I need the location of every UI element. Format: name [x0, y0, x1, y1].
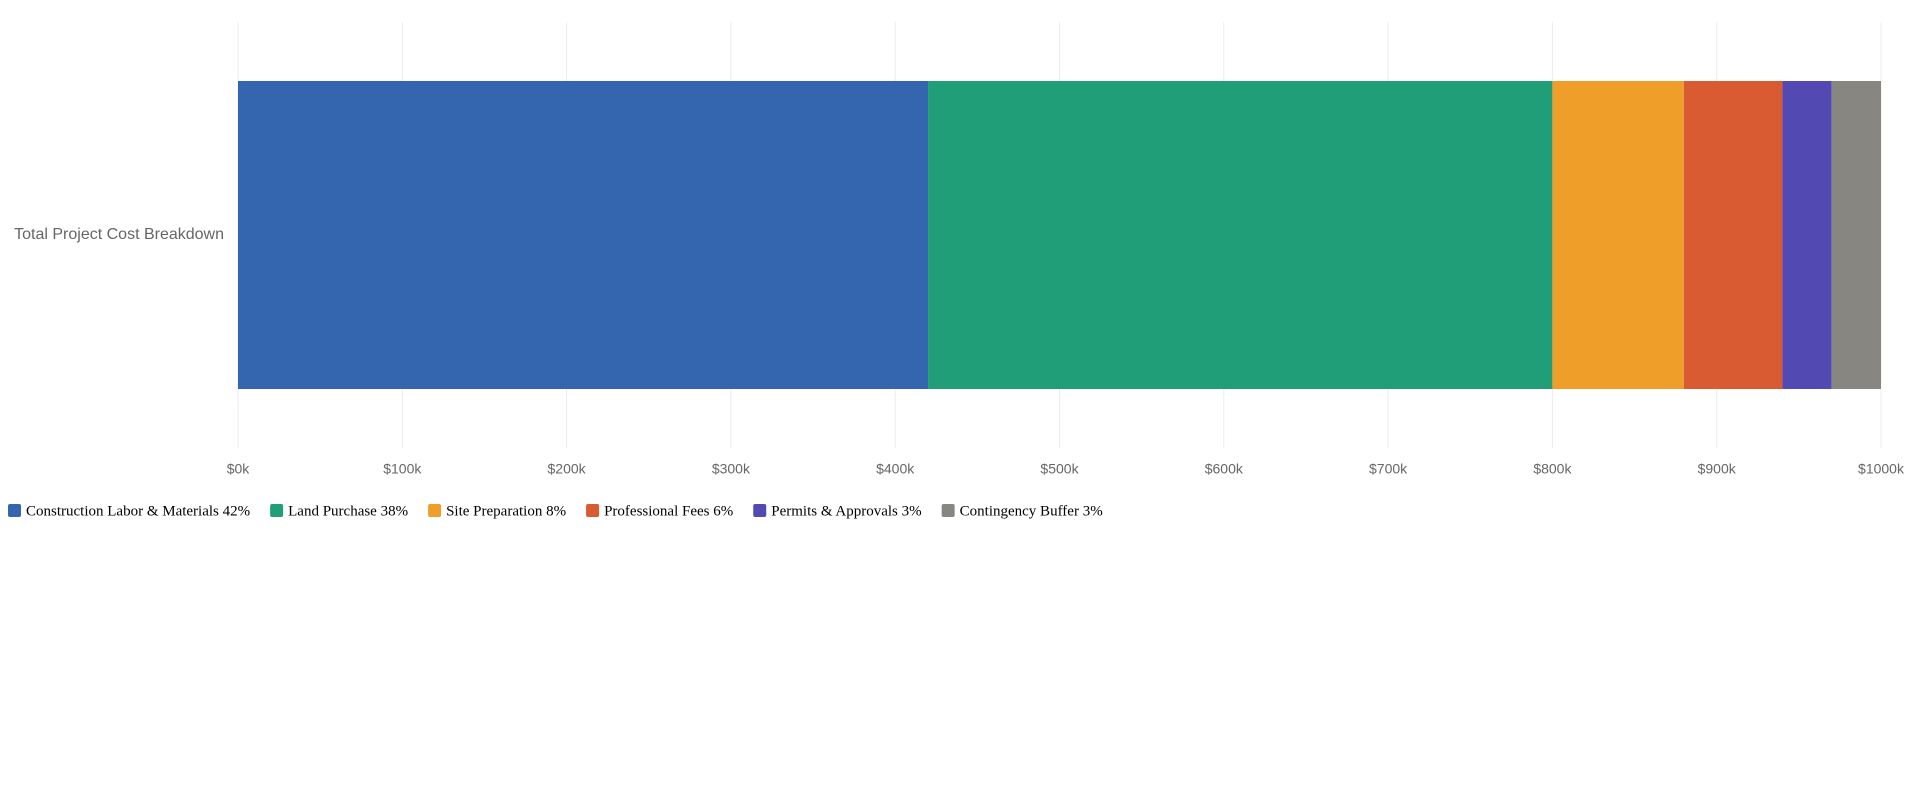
bar-segment [1683, 81, 1783, 389]
legend-swatch [270, 504, 284, 517]
x-tick-label: $100k [383, 461, 422, 477]
y-tick-label: Total Project Cost Breakdown [14, 226, 224, 243]
legend-label: Professional Fees 6% [604, 503, 733, 519]
x-tick-label: $900k [1698, 461, 1737, 477]
legend-label: Land Purchase 38% [288, 503, 408, 519]
legend-label: Contingency Buffer 3% [960, 503, 1103, 519]
x-tick-label: $700k [1369, 461, 1408, 477]
bar-segment [1782, 81, 1832, 389]
x-tick-label: $1000k [1858, 461, 1905, 477]
bar-segment [928, 81, 1553, 389]
legend-label: Site Preparation 8% [446, 503, 566, 519]
x-tick-label: $0k [227, 461, 251, 477]
legend-swatch [586, 504, 600, 517]
legend-swatch [941, 504, 955, 517]
x-tick-label: $500k [1040, 461, 1079, 477]
x-tick-label: $200k [548, 461, 587, 477]
x-tick-label: $300k [712, 461, 751, 477]
bar-segment [1552, 81, 1684, 389]
legend-swatch [428, 504, 442, 517]
x-tick-label: $800k [1533, 461, 1572, 477]
legend-swatch [753, 504, 767, 517]
x-tick-label: $400k [876, 461, 915, 477]
legend-label: Construction Labor & Materials 42% [26, 503, 250, 519]
bar-segment [1831, 81, 1881, 389]
legend-label: Permits & Approvals 3% [771, 503, 921, 519]
legend-swatch [8, 504, 21, 517]
bar-segment [238, 81, 929, 389]
x-tick-label: $600k [1205, 461, 1244, 477]
